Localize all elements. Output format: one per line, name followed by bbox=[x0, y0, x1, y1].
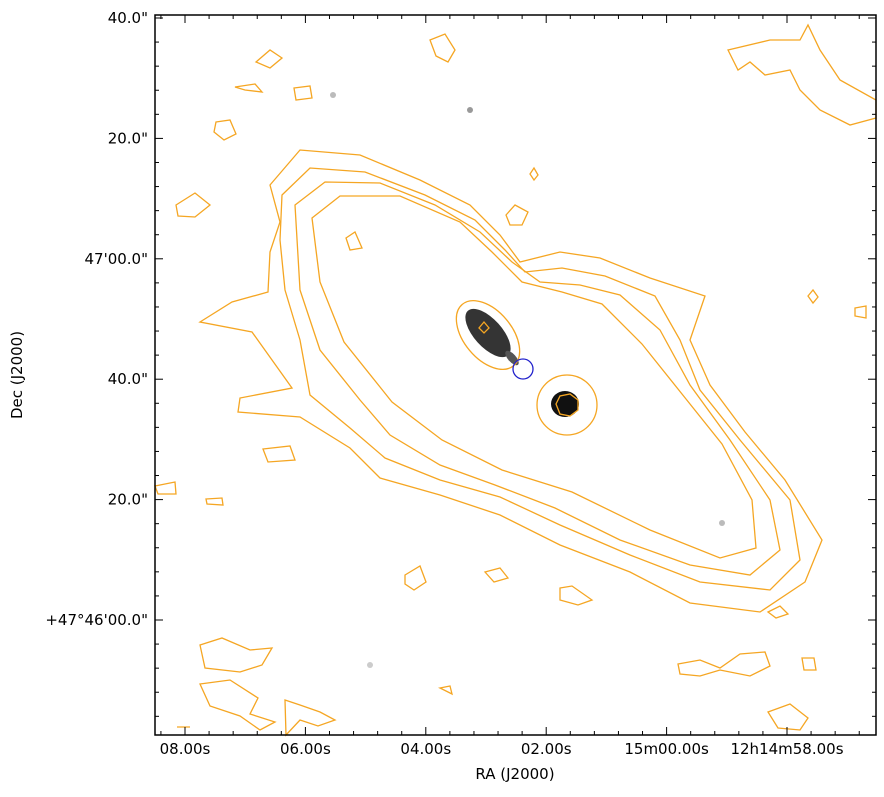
y-tick-label: +47°46'00.0" bbox=[45, 611, 148, 629]
y-tick-label: 20.0" bbox=[108, 129, 148, 147]
x-tick-label: 15m00.00s bbox=[624, 740, 709, 758]
y-tick-label: 47'00.0" bbox=[84, 250, 148, 268]
y-tick-label: 20.0" bbox=[108, 491, 148, 509]
x-tick-label: 06.00s bbox=[280, 740, 331, 758]
marker-circle bbox=[512, 358, 534, 380]
x-tick-label: 08.00s bbox=[160, 740, 211, 758]
contours bbox=[154, 23, 877, 737]
y-tick-label: 40.0" bbox=[108, 9, 148, 27]
ticks: 08.00s 06.00s 04.00s 02.00s 15m00.00s 12h14m5… bbox=[45, 9, 876, 758]
x-axis-label: RA (J2000) bbox=[475, 765, 554, 783]
y-axis-label: Dec (J2000) bbox=[8, 331, 26, 419]
y-tick-label: 40.0" bbox=[108, 370, 148, 388]
x-tick-label: 04.00s bbox=[400, 740, 451, 758]
x-tick-label: 12h14m58.00s bbox=[730, 740, 843, 758]
x-tick-label: 02.00s bbox=[521, 740, 572, 758]
plot-frame bbox=[154, 14, 877, 736]
